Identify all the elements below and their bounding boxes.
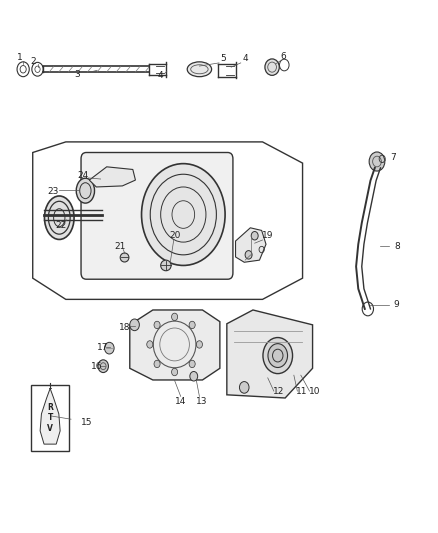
Text: 14: 14 <box>175 397 187 406</box>
FancyBboxPatch shape <box>31 385 69 451</box>
Text: 9: 9 <box>394 300 399 309</box>
Text: 2: 2 <box>30 57 35 66</box>
Text: 23: 23 <box>47 187 58 196</box>
Text: 21: 21 <box>114 242 125 251</box>
Ellipse shape <box>45 196 74 239</box>
Circle shape <box>251 231 258 240</box>
Polygon shape <box>227 310 313 398</box>
Polygon shape <box>40 389 60 444</box>
Polygon shape <box>236 228 266 262</box>
Text: 7: 7 <box>390 154 396 163</box>
Text: 15: 15 <box>81 418 92 427</box>
Circle shape <box>190 372 198 381</box>
Text: 4: 4 <box>157 71 163 80</box>
Ellipse shape <box>161 260 171 271</box>
Circle shape <box>196 341 202 348</box>
Text: 19: 19 <box>262 231 273 240</box>
FancyBboxPatch shape <box>81 152 233 279</box>
Circle shape <box>240 382 249 393</box>
Circle shape <box>154 321 160 329</box>
Text: 3: 3 <box>74 70 81 79</box>
Ellipse shape <box>120 253 129 262</box>
Circle shape <box>189 321 195 329</box>
Text: 5: 5 <box>220 54 226 63</box>
Circle shape <box>141 164 225 265</box>
Ellipse shape <box>265 59 279 75</box>
Circle shape <box>369 152 385 171</box>
Ellipse shape <box>76 178 95 203</box>
Text: 4: 4 <box>242 54 248 63</box>
Ellipse shape <box>263 337 293 374</box>
Text: 20: 20 <box>169 231 180 240</box>
Ellipse shape <box>187 62 212 77</box>
Text: 13: 13 <box>196 397 207 406</box>
Circle shape <box>172 368 178 376</box>
Circle shape <box>154 360 160 368</box>
Circle shape <box>189 360 195 368</box>
Circle shape <box>130 319 139 330</box>
Text: 17: 17 <box>97 343 108 352</box>
Text: 22: 22 <box>55 221 66 230</box>
Circle shape <box>172 313 178 320</box>
Text: 10: 10 <box>309 386 321 395</box>
Text: 24: 24 <box>78 171 89 180</box>
Circle shape <box>245 251 252 259</box>
Text: 8: 8 <box>395 242 400 251</box>
Text: 16: 16 <box>91 362 102 370</box>
Polygon shape <box>89 167 135 187</box>
Text: 18: 18 <box>119 323 131 332</box>
Circle shape <box>105 342 114 354</box>
Polygon shape <box>33 142 303 300</box>
Circle shape <box>147 341 153 348</box>
Text: R
T
V: R T V <box>47 403 53 432</box>
Ellipse shape <box>98 360 109 373</box>
Text: 11: 11 <box>296 386 307 395</box>
Text: 12: 12 <box>273 386 285 395</box>
Ellipse shape <box>268 344 288 368</box>
Polygon shape <box>130 310 220 380</box>
Text: 1: 1 <box>17 53 22 62</box>
Text: 6: 6 <box>280 52 286 61</box>
